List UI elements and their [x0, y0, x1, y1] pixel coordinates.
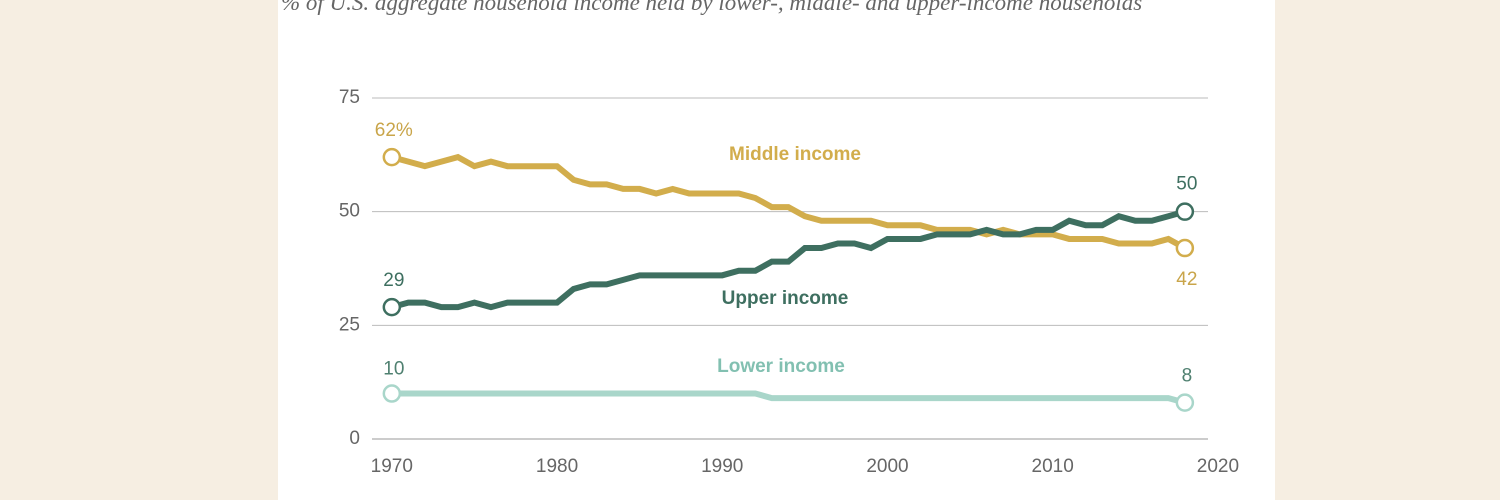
end-marker	[1175, 238, 1195, 258]
x-tick-label: 1970	[371, 456, 413, 477]
y-tick-label: 75	[339, 87, 360, 108]
value-label: 42	[1176, 269, 1197, 290]
value-label: 8	[1182, 366, 1193, 387]
y-tick-label: 50	[339, 201, 360, 222]
value-label: 10	[383, 359, 404, 380]
x-tick-label: 2020	[1197, 456, 1239, 477]
value-label: 50	[1176, 174, 1197, 195]
series-line	[391, 153, 1187, 251]
series-label: Lower income	[717, 356, 845, 377]
end-marker	[382, 297, 402, 317]
x-tick-label: 1990	[701, 456, 743, 477]
x-tick-label: 2000	[866, 456, 908, 477]
y-tick-label: 0	[349, 428, 360, 449]
series-line	[391, 390, 1186, 406]
panel	[278, 0, 1275, 500]
chart-subtitle: % of U.S. aggregate household income hel…	[281, 0, 1143, 15]
x-tick-label: 1980	[536, 456, 578, 477]
x-tick-label: 2010	[1032, 456, 1074, 477]
y-tick-label: 25	[339, 314, 360, 335]
value-label: 62%	[375, 120, 413, 141]
end-marker	[1175, 393, 1195, 412]
series-label: Upper income	[722, 288, 849, 309]
end-marker	[382, 147, 402, 167]
end-marker	[1175, 202, 1195, 221]
value-label: 29	[383, 270, 404, 291]
end-marker	[382, 384, 402, 403]
series-label: Middle income	[729, 144, 861, 165]
series-line	[391, 208, 1186, 311]
